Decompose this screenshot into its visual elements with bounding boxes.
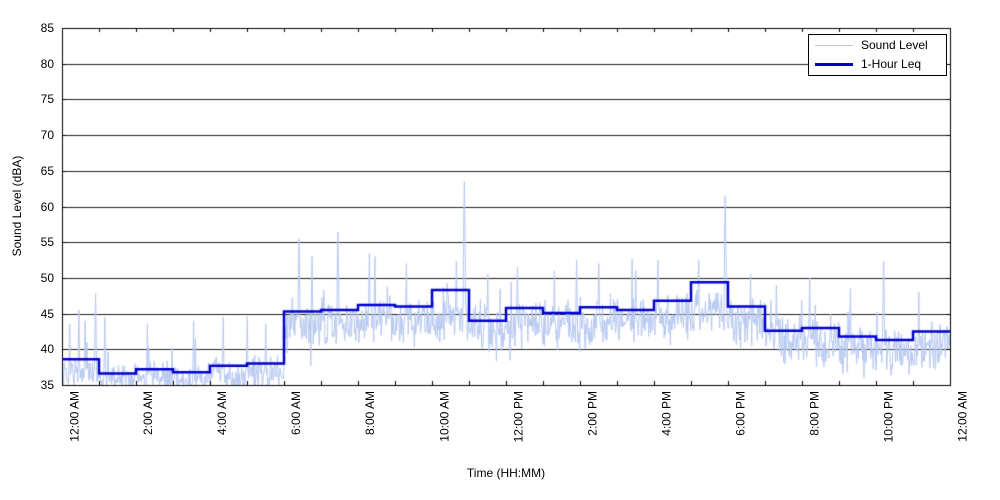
x-axis-title: Time (HH:MM): [466, 466, 546, 480]
y-tick-label: 35: [40, 378, 54, 392]
y-tick-label: 75: [40, 92, 54, 107]
x-tick-label: 10:00 PM: [881, 391, 896, 443]
y-tick-label: 60: [40, 199, 54, 214]
y-tick-label: 40: [40, 342, 54, 357]
y-tick-label: 70: [40, 128, 54, 143]
x-tick-label: 10:00 AM: [437, 391, 452, 442]
legend: Sound Level 1-Hour Leq: [808, 34, 947, 76]
x-tick-label: 12:00 AM: [67, 391, 82, 442]
x-tick-label: 2:00 PM: [585, 391, 600, 436]
y-tick-label: 85: [40, 21, 54, 35]
x-tick-label: 4:00 PM: [659, 391, 674, 436]
legend-item-1-hour-leq: 1-Hour Leq: [815, 55, 940, 74]
x-tick-label: 12:00 PM: [511, 391, 526, 443]
legend-line-sample-sound-level: [815, 44, 853, 46]
x-tick-label: 4:00 AM: [215, 391, 230, 436]
x-tick-label: 12:00 AM: [955, 391, 970, 442]
y-tick-label: 50: [40, 270, 54, 285]
x-tick-label: 8:00 AM: [363, 391, 378, 436]
y-axis-title: Sound Level (dBA): [10, 155, 24, 257]
x-tick-label: 6:00 PM: [733, 391, 748, 436]
y-tick-label: 55: [40, 235, 54, 250]
y-tick-label: 80: [40, 56, 54, 71]
y-tick-label: 45: [40, 306, 54, 321]
legend-label: 1-Hour Leq: [861, 57, 922, 72]
x-tick-label: 6:00 AM: [289, 391, 304, 436]
legend-item-sound-level: Sound Level: [815, 36, 940, 55]
legend-label: Sound Level: [861, 37, 928, 52]
x-tick-label: 8:00 PM: [807, 391, 822, 436]
legend-line-sample-1-hour-leq: [815, 63, 853, 67]
x-tick-label: 2:00 AM: [141, 391, 156, 436]
y-tick-label: 65: [40, 163, 54, 178]
